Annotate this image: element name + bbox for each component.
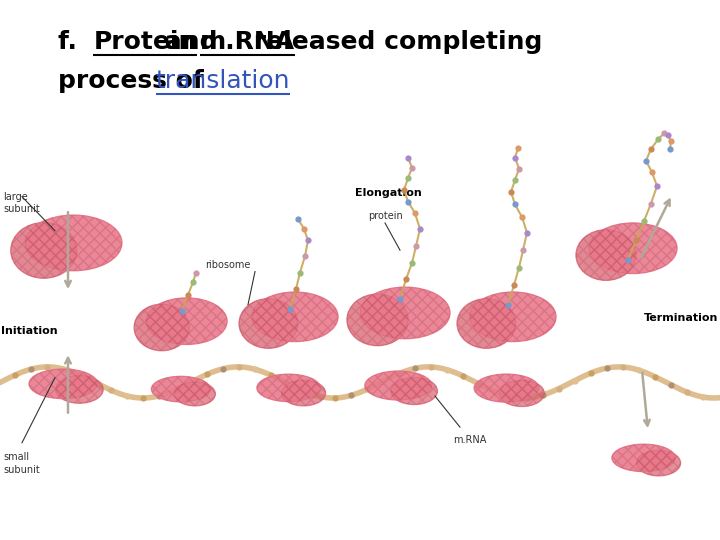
Ellipse shape xyxy=(151,376,210,402)
Ellipse shape xyxy=(636,450,680,476)
Text: released completing: released completing xyxy=(245,30,542,53)
Text: m.RNA: m.RNA xyxy=(453,435,487,445)
Ellipse shape xyxy=(134,304,189,350)
Ellipse shape xyxy=(282,380,325,406)
Text: ribosome: ribosome xyxy=(205,260,251,269)
Text: Elongation: Elongation xyxy=(355,188,421,198)
Ellipse shape xyxy=(589,223,677,274)
Ellipse shape xyxy=(576,230,636,280)
Ellipse shape xyxy=(365,371,432,400)
Ellipse shape xyxy=(55,375,103,403)
Text: Initiation: Initiation xyxy=(1,326,58,336)
Ellipse shape xyxy=(146,298,227,345)
Ellipse shape xyxy=(239,299,298,348)
Text: large
subunit: large subunit xyxy=(3,192,40,214)
Ellipse shape xyxy=(11,222,77,278)
Ellipse shape xyxy=(347,294,408,346)
Text: f.: f. xyxy=(58,30,94,53)
Ellipse shape xyxy=(612,444,675,471)
Text: process of: process of xyxy=(58,69,212,93)
Text: and: and xyxy=(156,30,226,53)
Ellipse shape xyxy=(474,374,539,402)
Text: translation: translation xyxy=(156,69,290,93)
Text: m.RNA: m.RNA xyxy=(200,30,295,53)
Ellipse shape xyxy=(360,287,450,339)
Ellipse shape xyxy=(469,292,556,342)
Ellipse shape xyxy=(29,369,97,399)
Ellipse shape xyxy=(499,380,544,407)
Text: Termination: Termination xyxy=(644,313,718,323)
Text: small
subunit: small subunit xyxy=(3,453,40,475)
Ellipse shape xyxy=(391,377,438,404)
Ellipse shape xyxy=(457,299,516,348)
Ellipse shape xyxy=(252,292,338,342)
Ellipse shape xyxy=(257,374,320,402)
Ellipse shape xyxy=(174,382,215,406)
Text: protein: protein xyxy=(368,211,402,221)
Text: Protein: Protein xyxy=(94,30,197,53)
Ellipse shape xyxy=(25,215,122,271)
